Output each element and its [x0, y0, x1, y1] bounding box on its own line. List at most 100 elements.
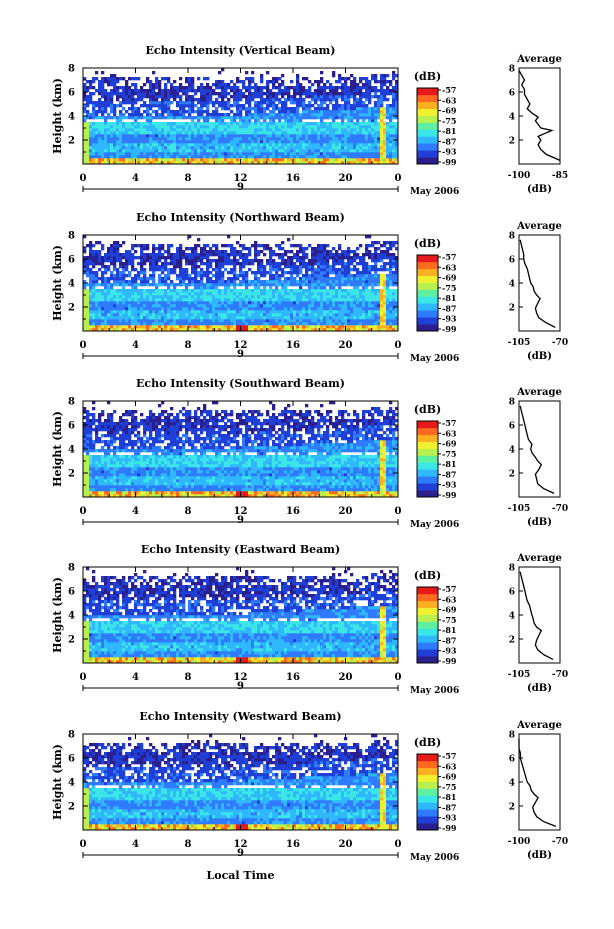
- colorbar-swatch: [417, 324, 438, 332]
- colorbar-tick-label: -69: [442, 439, 457, 449]
- y-tick-label: 6: [68, 421, 75, 432]
- colorbar-tick-label: -63: [442, 95, 457, 105]
- heatmap-cells: [83, 567, 399, 664]
- average-y-tick-label: 2: [509, 636, 515, 646]
- colorbar-tick-label: -69: [442, 605, 457, 615]
- average-x-tick-label: -70: [552, 837, 568, 847]
- colorbar-tick-label: -57: [442, 751, 456, 761]
- colorbar-swatch: [417, 462, 438, 470]
- y-axis-label: Height (km): [51, 577, 64, 653]
- average-y-tick-label: 4: [509, 612, 515, 622]
- panel-2: Echo Intensity (Northward Beam) 2 4 6 8 Heigh…: [51, 211, 568, 364]
- colorbar-tick-label: -57: [442, 85, 456, 95]
- average-title: Average: [516, 720, 562, 731]
- colorbar-swatch: [417, 88, 438, 96]
- colorbar-swatch: [417, 593, 438, 602]
- average-frame: [518, 67, 561, 165]
- x-tick-label: 12: [234, 506, 248, 517]
- colorbar-unit: (dB): [414, 569, 441, 582]
- average-x-tick-label: -105: [508, 338, 531, 348]
- colorbar-tick-label: -81: [442, 459, 456, 469]
- average-title: Average: [516, 221, 562, 232]
- average-profile-line: [519, 405, 555, 494]
- average-x-tick-label: -70: [552, 338, 568, 348]
- date-label: May 2006: [410, 354, 459, 364]
- x-tick-label: 16: [286, 672, 300, 683]
- average-title: Average: [516, 54, 562, 65]
- average-frame: [518, 400, 561, 498]
- colorbar-swatch: [417, 122, 438, 130]
- average-y-tick-label: 2: [509, 304, 515, 314]
- colorbar-tick-label: -69: [442, 106, 457, 116]
- colorbar-tick-label: -99: [442, 157, 457, 167]
- colorbar-swatch: [417, 275, 438, 283]
- colorbar-tick-label: -87: [442, 303, 456, 313]
- colorbar-swatch: [417, 642, 438, 650]
- colorbar-frame: [416, 753, 439, 831]
- x-tick-label: 0: [80, 173, 87, 184]
- colorbar-tick-label: -57: [442, 584, 456, 594]
- colorbar-swatch: [417, 143, 438, 151]
- colorbar-swatch: [417, 600, 438, 609]
- x-tick-label: 4: [132, 506, 139, 517]
- colorbar-swatch: [417, 469, 438, 477]
- colorbar-tick-label: -93: [442, 314, 457, 324]
- average-y-tick-label: 6: [509, 422, 515, 432]
- average-y-tick-label: 4: [509, 280, 515, 290]
- colorbar-swatch: [417, 788, 438, 796]
- y-tick-label: 4: [68, 279, 75, 290]
- colorbar-swatch: [417, 628, 438, 636]
- colorbar-swatch: [417, 421, 438, 429]
- average-y-tick-label: 4: [509, 113, 515, 123]
- colorbar-tick-label: -69: [442, 772, 457, 782]
- x-tick-label: 0: [80, 672, 87, 683]
- colorbar-tick-label: -99: [442, 656, 457, 666]
- x-tick-label: 12: [234, 839, 248, 850]
- y-tick-label: 2: [68, 469, 75, 480]
- day-label: 9: [237, 681, 244, 692]
- colorbar-frame: [416, 87, 439, 165]
- colorbar-unit: (dB): [414, 403, 441, 416]
- colorbar-tick-label: -99: [442, 823, 457, 833]
- y-axis-label: Height (km): [51, 744, 64, 820]
- colorbar-tick-label: -87: [442, 469, 456, 479]
- date-label: May 2006: [410, 187, 459, 197]
- x-tick-label: 16: [286, 506, 300, 517]
- x-tick-label: 8: [185, 506, 192, 517]
- average-profile: Average 2 4 6 8 -105 -70(dB): [508, 387, 568, 528]
- x-tick-label: 0: [395, 173, 402, 184]
- colorbar-swatch: [417, 136, 438, 144]
- colorbar-swatch: [417, 296, 438, 304]
- colorbar-swatch: [417, 476, 438, 484]
- average-profile-line: [518, 738, 557, 828]
- colorbar-swatch: [417, 157, 438, 165]
- x-tick-label: 0: [395, 506, 402, 517]
- y-tick-label: 2: [68, 136, 75, 147]
- colorbar-unit: (dB): [414, 736, 441, 749]
- colorbar-tick-label: -81: [442, 126, 456, 136]
- y-tick-label: 4: [68, 778, 75, 789]
- y-tick-label: 4: [68, 445, 75, 456]
- colorbar-swatch: [417, 129, 438, 137]
- colorbar-tick-label: -93: [442, 147, 457, 157]
- colorbar-swatch: [417, 656, 438, 664]
- x-tick-label: 4: [132, 672, 139, 683]
- panel-1: Echo Intensity (Vertical Beam) 2 4 6 8 Height…: [51, 44, 568, 197]
- colorbar-unit: (dB): [414, 70, 441, 83]
- colorbar-swatch: [417, 754, 438, 762]
- average-y-tick-label: 8: [509, 564, 515, 574]
- colorbar-tick-label: -75: [442, 449, 456, 459]
- average-x-tick-label: -70: [552, 670, 568, 680]
- average-profile: Average 2 4 6 8 -105 -70(dB): [508, 553, 568, 694]
- date-label: May 2006: [410, 520, 459, 530]
- colorbar-tick-label: -93: [442, 646, 457, 656]
- colorbar-swatch: [417, 94, 438, 103]
- date-label: May 2006: [410, 686, 459, 696]
- x-tick-label: 4: [132, 173, 139, 184]
- colorbar-tick-label: -81: [442, 293, 456, 303]
- average-title: Average: [516, 553, 562, 564]
- x-axis: 0 4 8 12 16 20 0: [80, 734, 402, 850]
- colorbar-tick-label: -99: [442, 490, 457, 500]
- average-frame: [518, 234, 561, 332]
- x-tick-label: 0: [80, 340, 87, 351]
